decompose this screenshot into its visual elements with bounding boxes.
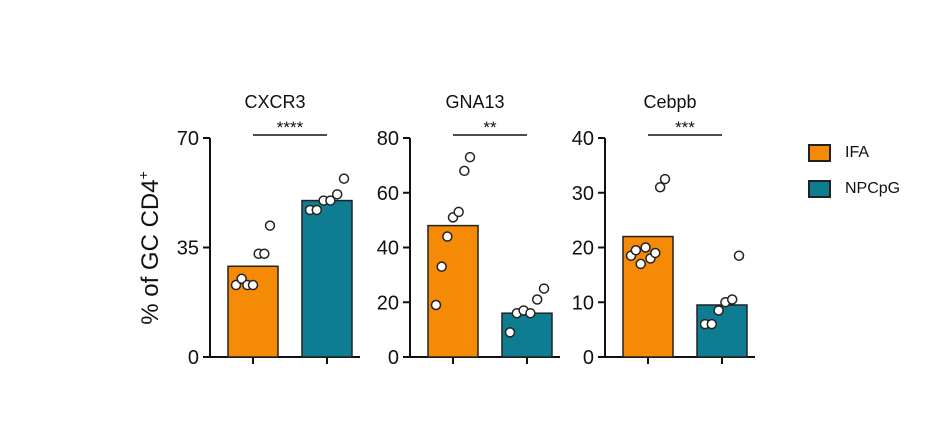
data-point-cebpb-npcpg bbox=[733, 250, 745, 261]
data-point-gna13-ifa bbox=[436, 261, 447, 272]
data-point-cxcr3-ifa bbox=[247, 279, 259, 291]
data-point-gna13-ifa bbox=[459, 165, 470, 177]
data-point-cxcr3-ifa bbox=[236, 273, 247, 285]
y-tick-label-cebpb: 40 bbox=[572, 128, 594, 150]
data-point-gna13-ifa bbox=[442, 231, 453, 242]
data-point-gna13-npcpg bbox=[525, 307, 536, 319]
data-point-cebpb-npcpg bbox=[713, 305, 724, 316]
y-axis-label-text: % of GC CD4 bbox=[137, 179, 164, 324]
panel-title-cxcr3: CXCR3 bbox=[244, 92, 305, 112]
y-tick-label-cebpb: 20 bbox=[572, 238, 594, 260]
data-point-cebpb-ifa bbox=[659, 173, 671, 185]
data-point-cxcr3-ifa bbox=[230, 279, 242, 291]
data-point-gna13-ifa bbox=[464, 151, 476, 163]
y-tick-label-gna13: 80 bbox=[377, 128, 399, 150]
data-point-gna13-ifa bbox=[453, 206, 464, 218]
data-point-cebpb-npcpg bbox=[726, 294, 738, 305]
data-point-cxcr3-npcpg bbox=[338, 173, 350, 184]
panel-title-cebpb: Cebpb bbox=[643, 92, 696, 112]
legend-item-npcpg: NPCpG bbox=[808, 176, 900, 202]
panel-cxcr3: CXCR3 0 35 70 **** bbox=[177, 92, 360, 369]
data-point-cebpb-ifa bbox=[635, 258, 646, 270]
data-point-cebpb-npcpg bbox=[706, 318, 718, 330]
y-tick-label-gna13: 60 bbox=[377, 183, 399, 205]
y-tick-label-cebpb: 30 bbox=[572, 183, 594, 205]
y-tick-label-cxcr3: 70 bbox=[177, 128, 199, 150]
y-tick-label-cxcr3: 0 bbox=[188, 347, 199, 369]
data-point-cxcr3-ifa bbox=[264, 220, 276, 231]
data-point-cebpb-ifa bbox=[630, 244, 642, 256]
legend-label-npcpg: NPCpG bbox=[845, 180, 901, 197]
panel-title-gna13: GNA13 bbox=[445, 92, 504, 112]
data-point-cxcr3-ifa bbox=[259, 248, 270, 260]
significance-label-cxcr3: **** bbox=[277, 118, 304, 137]
data-point-gna13-ifa bbox=[430, 299, 442, 311]
legend: IFA NPCpG bbox=[808, 140, 900, 212]
y-tick-label-cebpb: 0 bbox=[583, 347, 594, 369]
y-axis-label: % of GC CD4+ bbox=[135, 171, 164, 325]
y-axis-label-sup: + bbox=[135, 171, 151, 179]
legend-swatch-ifa bbox=[808, 144, 831, 162]
panel-gna13: GNA13 0 20 40 60 80 ** bbox=[377, 92, 560, 369]
legend-item-ifa: IFA bbox=[808, 140, 900, 166]
data-point-gna13-npcpg bbox=[538, 283, 550, 294]
y-tick-label-gna13: 0 bbox=[388, 347, 399, 369]
data-point-cebpb-ifa bbox=[650, 247, 661, 259]
y-tick-label-cebpb: 10 bbox=[572, 292, 594, 314]
bar-gna13-ifa bbox=[427, 224, 479, 358]
data-point-cebpb-ifa bbox=[640, 242, 651, 253]
data-point-cxcr3-npcpg bbox=[331, 189, 343, 200]
y-tick-label-gna13: 20 bbox=[377, 292, 399, 314]
y-tick-label-gna13: 40 bbox=[377, 238, 399, 260]
data-point-cxcr3-npcpg bbox=[325, 195, 336, 206]
bar-cxcr3-npcpg bbox=[301, 199, 353, 358]
data-point-gna13-npcpg bbox=[531, 294, 543, 305]
y-axis-title: % of GC CD4+ bbox=[135, 171, 164, 325]
y-tick-label-cxcr3: 35 bbox=[177, 238, 199, 260]
data-point-cxcr3-npcpg bbox=[311, 204, 323, 216]
legend-label-ifa: IFA bbox=[845, 144, 870, 161]
significance-label-gna13: ** bbox=[483, 118, 497, 137]
panel-cebpb: Cebpb 0 10 20 30 40 *** bbox=[572, 92, 755, 369]
data-point-cebpb-ifa bbox=[654, 182, 666, 193]
data-point-gna13-npcpg bbox=[504, 327, 516, 338]
legend-swatch-npcpg bbox=[808, 180, 831, 198]
significance-label-cebpb: *** bbox=[675, 118, 695, 137]
